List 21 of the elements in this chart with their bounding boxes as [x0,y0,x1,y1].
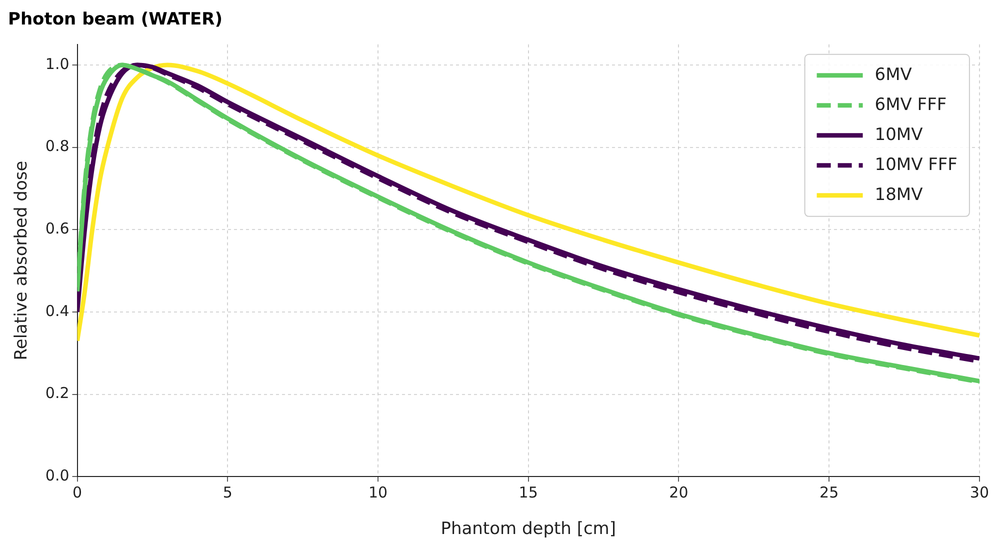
x-tick-label: 10 [368,483,388,502]
x-tick-label: 15 [518,483,538,502]
x-tick-label: 25 [820,483,839,502]
x-tick-label: 30 [970,483,990,502]
chart-title: Photon beam (WATER) [8,10,223,30]
y-tick-label: 0.4 [45,302,70,320]
y-tick-label: 0.0 [45,466,70,484]
x-tick-label: 20 [669,483,688,502]
legend-label: 6MV FFF [874,94,947,115]
legend-label: 10MV FFF [874,154,958,175]
x-tick-label: 0 [72,483,82,502]
legend-label: 6MV [874,64,912,85]
y-axis-title: Relative absorbed dose [12,160,32,360]
legend-label: 10MV [874,124,924,145]
x-axis-title: Phantom depth [cm] [440,519,616,540]
y-tick-label: 0.8 [45,137,70,156]
legend-label: 18MV [874,184,924,205]
y-tick-label: 0.6 [45,220,70,238]
x-tick-label: 5 [222,483,232,502]
y-tick-label: 0.2 [45,384,70,402]
y-tick-label: 1.0 [45,54,70,73]
